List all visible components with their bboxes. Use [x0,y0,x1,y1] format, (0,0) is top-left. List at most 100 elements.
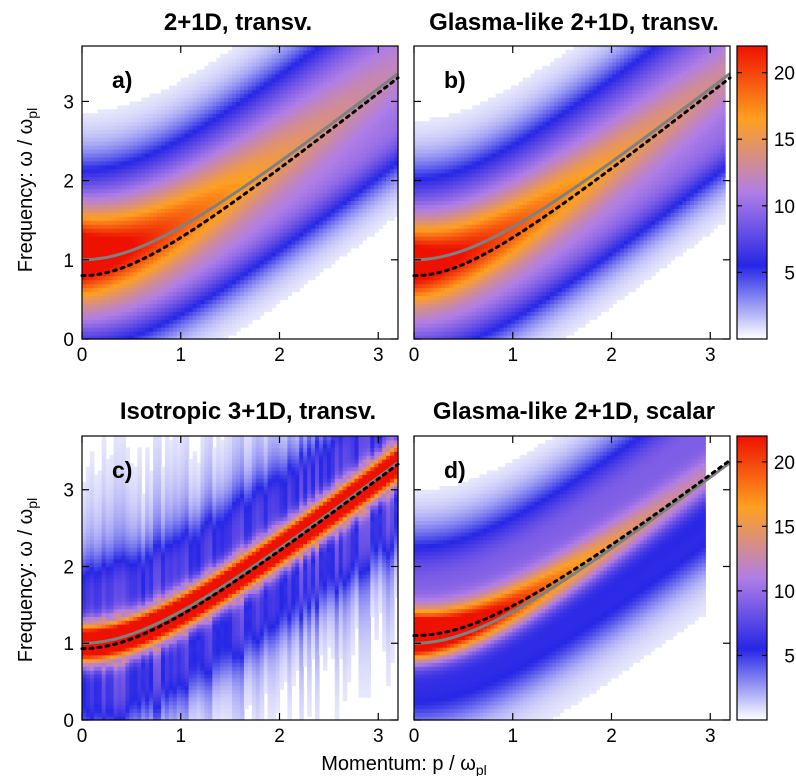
heatmap-cell [350,121,356,126]
heatmap-cell [271,69,277,75]
heatmap-cell [291,275,296,281]
heatmap-cell [172,188,178,194]
heatmap-cell [378,53,383,59]
heatmap-cell [224,224,229,229]
heatmap-cell [417,224,423,229]
heatmap-cell [224,156,229,162]
heatmap-cell [137,240,142,245]
heatmap-cell [216,172,221,178]
heatmap-cell [366,129,371,134]
heatmap-cell [299,89,304,95]
heatmap-cell [346,73,352,79]
heatmap-cell [334,208,340,213]
heatmap-cell [105,208,111,213]
heatmap-cell [192,113,198,118]
heatmap-cell [109,200,115,205]
heatmap-cell [338,247,344,253]
heatmap-cell [259,192,265,198]
heatmap-cell [196,263,202,269]
heatmap-cell [164,236,170,241]
heatmap-cell [390,65,395,71]
heatmap-cell [113,243,119,249]
heatmap-cell [228,148,233,154]
heatmap-cell [236,251,241,257]
heatmap-cell [243,295,249,301]
heatmap-cell [172,259,178,265]
heatmap-cell [208,109,213,114]
heatmap-cell [251,303,257,308]
heatmap-cell [85,236,91,241]
heatmap-cell [259,61,265,67]
heatmap-cell [232,263,237,269]
heatmap-cell [208,283,213,289]
heatmap-cell [220,152,225,158]
heatmap-cell [141,279,146,285]
heatmap-cell [267,307,273,312]
heatmap-cell [243,303,249,308]
heatmap-cell [362,69,367,75]
heatmap-cell [342,137,348,142]
heatmap-cell [212,152,217,158]
heatmap-cell [85,200,91,205]
heatmap-cell [275,232,281,237]
heatmap-cell [224,192,229,198]
heatmap-cell [208,61,213,67]
heatmap-cell [216,129,221,134]
heatmap-cell [176,232,182,237]
heatmap-cell [153,101,158,106]
heatmap-cell [390,200,395,205]
heatmap-cell [382,57,387,63]
heatmap-cell [208,295,213,301]
heatmap-cell [330,208,336,213]
heatmap-cell [247,196,253,202]
heatmap-cell [382,220,387,225]
heatmap-cell [176,172,182,178]
heatmap-cell [346,85,352,91]
heatmap-cell [267,243,273,249]
heatmap-cell [275,113,281,118]
heatmap-cell [97,220,103,225]
heatmap-cell [216,164,221,170]
heatmap-cell [414,275,419,281]
heatmap-cell [232,65,237,71]
heatmap-cell [82,129,87,134]
heatmap-cell [271,156,277,162]
heatmap-cell [121,184,127,190]
heatmap-cell [330,49,336,55]
heatmap-cell [267,89,273,95]
heatmap-cell [232,113,237,118]
heatmap-cell [192,255,198,261]
heatmap-cell [85,228,91,233]
heatmap-cell [212,141,217,146]
heatmap-cell [212,220,217,225]
heatmap-cell [216,243,221,249]
heatmap-cell [89,156,95,162]
heatmap-cell [370,133,375,138]
heatmap-cell [338,172,344,178]
heatmap-cell [263,216,269,221]
heatmap-cell [378,73,383,79]
heatmap-cell [243,243,249,249]
heatmap-cell [184,243,190,249]
heatmap-cell [164,295,170,301]
heatmap-cell [113,172,119,178]
heatmap-cell [188,144,194,150]
heatmap-cell [390,180,395,186]
heatmap-cell [216,89,221,95]
heatmap-cell [196,148,202,154]
heatmap-cell [204,148,209,154]
heatmap-cell [295,212,300,217]
heatmap-cell [390,141,395,146]
heatmap-cell [172,291,178,297]
heatmap-cell [220,283,225,289]
heatmap-cell [212,311,217,316]
heatmap-cell [358,53,364,59]
heatmap-cell [271,46,277,51]
heatmap-cell [350,97,356,103]
heatmap-cell [172,251,178,257]
heatmap-cell [220,307,225,312]
heatmap-cell [291,125,296,130]
heatmap-cell [267,53,273,59]
panel-a-label: a) [112,67,132,93]
heatmap-cell [232,168,237,174]
